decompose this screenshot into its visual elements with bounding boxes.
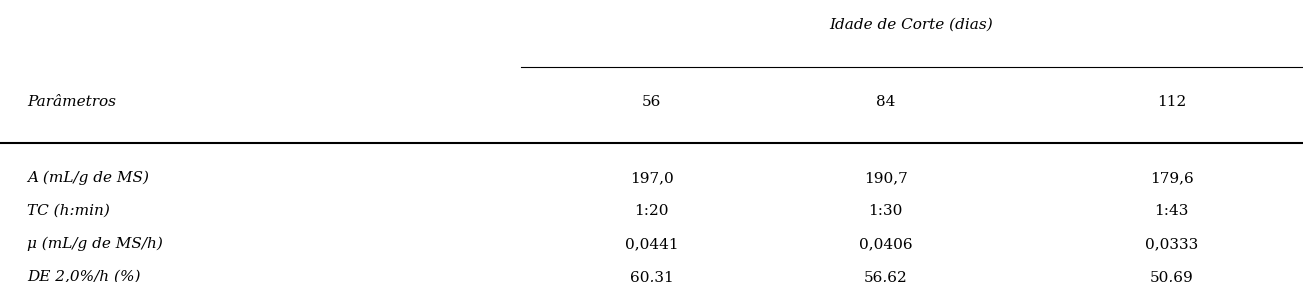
- Text: Idade de Corte (dias): Idade de Corte (dias): [830, 18, 993, 32]
- Text: A (mL/g de MS): A (mL/g de MS): [27, 171, 150, 186]
- Text: 1:43: 1:43: [1154, 204, 1188, 218]
- Text: DE 2,0%/h (%): DE 2,0%/h (%): [27, 270, 141, 282]
- Text: 1:20: 1:20: [635, 204, 668, 218]
- Text: 0,0406: 0,0406: [859, 237, 912, 251]
- Text: 112: 112: [1157, 96, 1186, 109]
- Text: 0,0441: 0,0441: [624, 237, 679, 251]
- Text: 1:30: 1:30: [868, 204, 903, 218]
- Text: 56: 56: [642, 96, 661, 109]
- Text: 0,0333: 0,0333: [1145, 237, 1199, 251]
- Text: 179,6: 179,6: [1149, 171, 1194, 185]
- Text: 190,7: 190,7: [864, 171, 907, 185]
- Text: 197,0: 197,0: [629, 171, 674, 185]
- Text: Parâmetros: Parâmetros: [27, 96, 116, 109]
- Text: 56,62: 56,62: [864, 270, 907, 282]
- Text: TC (h:min): TC (h:min): [27, 204, 111, 218]
- Text: 60,31: 60,31: [629, 270, 674, 282]
- Text: μ (mL/g de MS/h): μ (mL/g de MS/h): [27, 237, 163, 251]
- Text: 84: 84: [876, 96, 895, 109]
- Text: 50,69: 50,69: [1149, 270, 1194, 282]
